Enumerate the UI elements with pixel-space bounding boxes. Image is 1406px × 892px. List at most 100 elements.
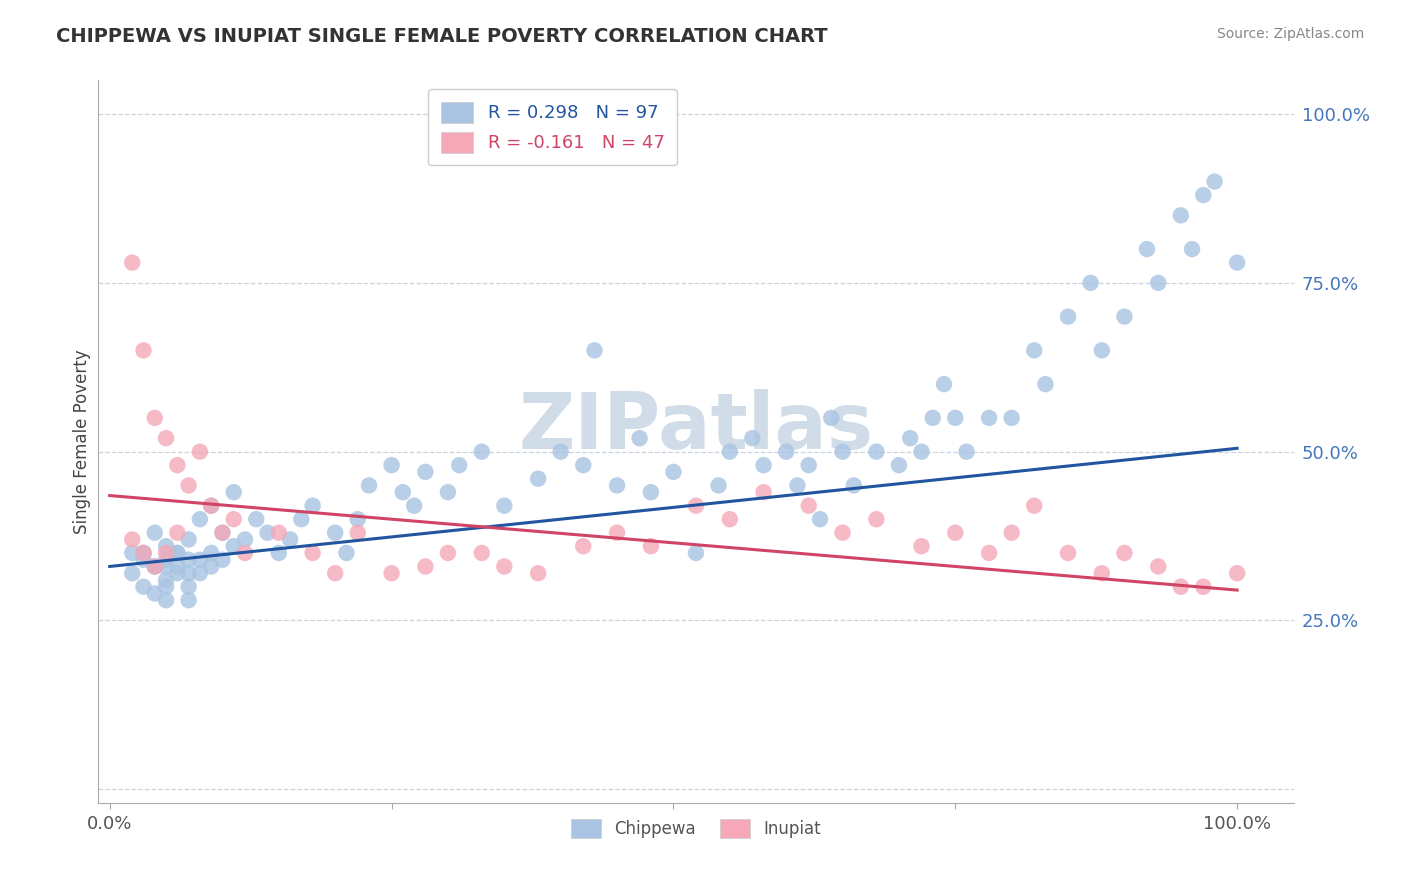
Point	[346, 512, 368, 526]
Point	[188, 566, 211, 581]
Point	[222, 485, 245, 500]
Point	[233, 533, 256, 547]
Point	[177, 593, 200, 607]
Point	[831, 444, 853, 458]
Point	[898, 431, 921, 445]
Point	[177, 533, 200, 547]
Point	[1147, 276, 1170, 290]
Point	[527, 472, 550, 486]
Point	[606, 478, 628, 492]
Point	[177, 552, 200, 566]
Point	[752, 485, 775, 500]
Point	[155, 539, 177, 553]
Point	[1035, 377, 1057, 392]
Point	[718, 512, 741, 526]
Point	[640, 539, 662, 553]
Point	[200, 546, 222, 560]
Point	[166, 546, 188, 560]
Point	[955, 444, 977, 458]
Point	[1001, 411, 1024, 425]
Point	[449, 458, 471, 472]
Point	[143, 586, 166, 600]
Point	[188, 512, 211, 526]
Point	[910, 444, 932, 458]
Point	[132, 343, 155, 358]
Point	[132, 546, 155, 560]
Point	[921, 411, 943, 425]
Point	[177, 580, 200, 594]
Point	[1181, 242, 1204, 256]
Point	[662, 465, 685, 479]
Point	[132, 546, 155, 560]
Point	[1226, 255, 1249, 269]
Point	[267, 525, 290, 540]
Point	[1136, 242, 1159, 256]
Point	[155, 580, 177, 594]
Point	[200, 499, 222, 513]
Point	[335, 546, 357, 560]
Point	[211, 525, 233, 540]
Point	[550, 444, 572, 458]
Point	[188, 444, 211, 458]
Point	[177, 566, 200, 581]
Point	[943, 411, 966, 425]
Point	[121, 533, 143, 547]
Point	[685, 546, 707, 560]
Point	[155, 431, 177, 445]
Point	[143, 411, 166, 425]
Point	[797, 458, 820, 472]
Point	[132, 552, 155, 566]
Point	[132, 546, 155, 560]
Point	[820, 411, 842, 425]
Point	[233, 546, 256, 560]
Point	[404, 499, 426, 513]
Point	[808, 512, 831, 526]
Y-axis label: Single Female Poverty: Single Female Poverty	[73, 350, 91, 533]
Point	[606, 525, 628, 540]
Point	[752, 458, 775, 472]
Point	[166, 559, 188, 574]
Point	[1057, 546, 1080, 560]
Point	[155, 546, 177, 560]
Point	[380, 566, 402, 581]
Point	[121, 566, 143, 581]
Point	[166, 566, 188, 581]
Point	[143, 559, 166, 574]
Point	[415, 559, 437, 574]
Point	[1192, 580, 1215, 594]
Point	[132, 580, 155, 594]
Point	[121, 546, 143, 560]
Point	[1091, 343, 1114, 358]
Point	[1147, 559, 1170, 574]
Point	[166, 458, 188, 472]
Point	[1114, 546, 1136, 560]
Point	[143, 525, 166, 540]
Point	[910, 539, 932, 553]
Point	[357, 478, 380, 492]
Point	[200, 499, 222, 513]
Point	[797, 499, 820, 513]
Point	[1024, 343, 1046, 358]
Point	[718, 444, 741, 458]
Point	[143, 559, 166, 574]
Point	[1114, 310, 1136, 324]
Point	[143, 559, 166, 574]
Point	[121, 255, 143, 269]
Point	[583, 343, 606, 358]
Point	[323, 525, 346, 540]
Point	[222, 539, 245, 553]
Point	[211, 525, 233, 540]
Point	[572, 539, 595, 553]
Point	[267, 546, 290, 560]
Point	[155, 559, 177, 574]
Point	[380, 458, 402, 472]
Point	[437, 485, 460, 500]
Point	[775, 444, 797, 458]
Point	[471, 546, 494, 560]
Point	[256, 525, 278, 540]
Point	[392, 485, 415, 500]
Point	[437, 546, 460, 560]
Text: CHIPPEWA VS INUPIAT SINGLE FEMALE POVERTY CORRELATION CHART: CHIPPEWA VS INUPIAT SINGLE FEMALE POVERT…	[56, 27, 828, 45]
Point	[1001, 525, 1024, 540]
Point	[628, 431, 651, 445]
